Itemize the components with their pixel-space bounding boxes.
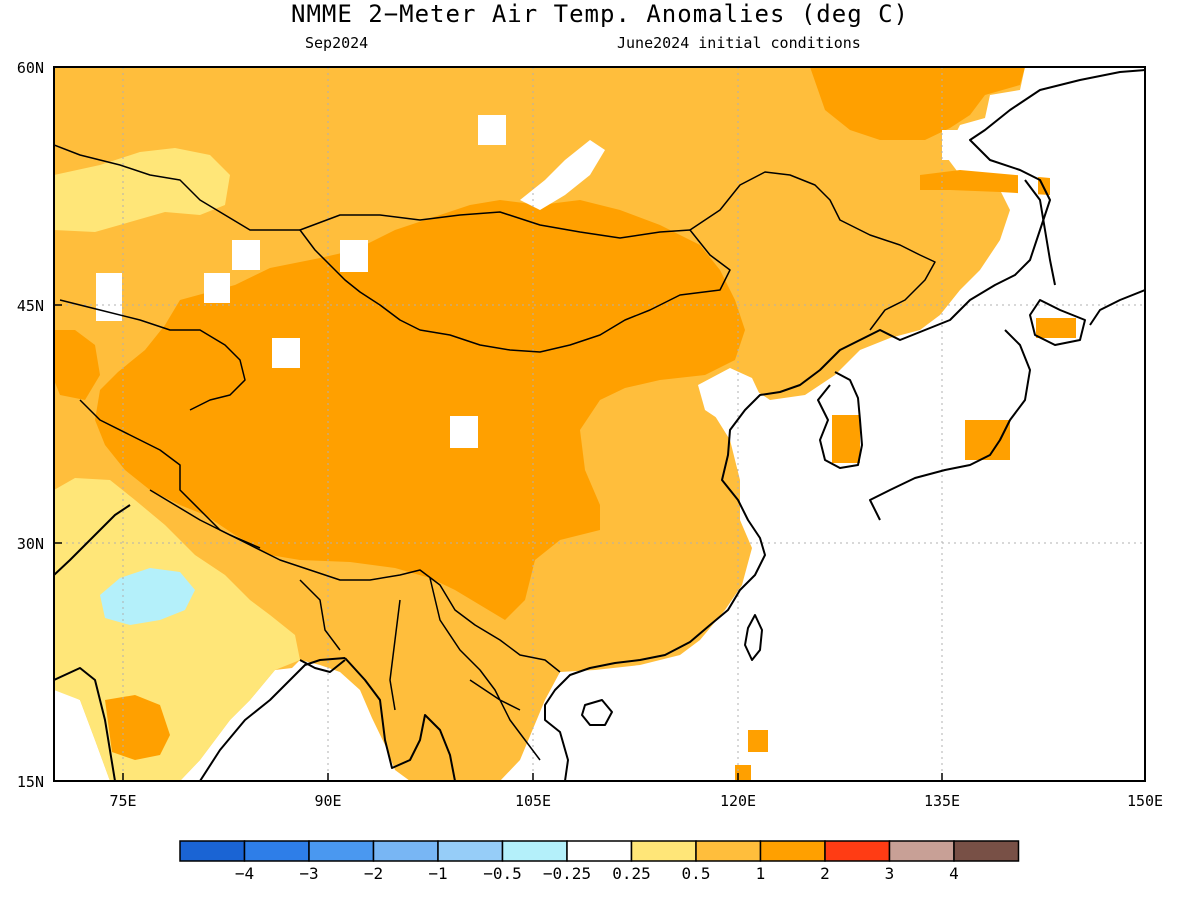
anomaly-region-0.25-0.5-north — [54, 148, 230, 232]
coast-hainan — [581, 699, 613, 726]
coast-hokkaido — [1029, 299, 1086, 346]
colorbar-swatch — [501, 840, 568, 862]
coast-taiwan — [744, 614, 763, 661]
lon-label-150e: 150E — [1126, 792, 1164, 810]
mask-bohai — [698, 368, 760, 420]
colorbar-swatch — [566, 840, 633, 862]
lon-label-105e: 105E — [514, 792, 552, 810]
colorbar-swatch — [759, 840, 826, 862]
coast-japan — [869, 329, 1031, 521]
colorbar-label: 4 — [949, 864, 959, 883]
lon-label-120e: 120E — [719, 792, 757, 810]
anomaly-region-1-2-northeast — [810, 67, 1025, 140]
colorbar-label: 3 — [884, 864, 895, 883]
colorbar-swatch — [824, 840, 891, 862]
anomaly-cell-honshu — [965, 420, 1010, 460]
coast-korea — [817, 371, 863, 469]
tick-marks — [54, 304, 943, 781]
border-russia-china — [689, 171, 936, 331]
lat-label-45n: 45N — [16, 297, 44, 315]
colorbar-swatch — [953, 840, 1020, 862]
coast-india — [54, 504, 346, 781]
coast-sakhalin — [1024, 179, 1056, 286]
initial-conditions: June2024 initial conditions — [617, 34, 861, 52]
colorbar-label: −0.25 — [542, 864, 592, 883]
map-frame — [53, 66, 1146, 782]
anomaly-region-1-2-southwest — [105, 695, 170, 760]
colorbar-swatch — [243, 840, 310, 862]
anomaly-cell-taiwan — [748, 730, 768, 752]
anomaly-region-1-2-west — [54, 330, 100, 400]
anomaly-region-1-2-sakhalin — [920, 170, 1050, 195]
colorbar-swatch — [437, 840, 504, 862]
lat-label-15n: 15N — [16, 773, 44, 791]
lat-label-30n: 30N — [16, 535, 44, 553]
colorbar — [179, 840, 1020, 862]
colorbar-label: −0.5 — [483, 864, 522, 883]
borders — [54, 144, 936, 761]
colorbar-label: 2 — [820, 864, 830, 883]
coast-kamchatka — [1089, 289, 1145, 326]
mask-cell — [204, 273, 230, 303]
border-indochina — [389, 577, 541, 761]
colorbar-label: 0.5 — [681, 864, 711, 883]
colorbar-swatch — [372, 840, 439, 862]
mask-cell — [272, 338, 300, 368]
map-title: NMME 2−Meter Air Temp. Anomalies (deg C) — [291, 0, 909, 28]
mask-cell — [232, 240, 260, 270]
colorbar-label: −1 — [428, 864, 448, 883]
mask-cell — [340, 240, 368, 272]
coastlines — [54, 69, 1145, 781]
lon-label-90e: 90E — [314, 792, 342, 810]
colorbar-swatch — [630, 840, 697, 862]
forecast-month: Sep2024 — [305, 34, 369, 52]
coast-indochina — [344, 657, 456, 781]
colorbar-label: 0.25 — [612, 864, 651, 883]
mask-cell — [942, 130, 972, 160]
colorbar-swatch — [888, 840, 955, 862]
colorbar-swatch — [179, 840, 246, 862]
border-mongolia — [299, 211, 731, 353]
colorbar-label: −4 — [234, 864, 255, 883]
border-central-asia — [54, 144, 561, 673]
anomaly-cell-korea — [832, 415, 860, 463]
colorbar-swatch — [308, 840, 375, 862]
lon-label-75e: 75E — [109, 792, 137, 810]
mask-lake-baikal — [520, 140, 605, 210]
colorbar-label: −2 — [363, 864, 384, 883]
mask-cell — [450, 416, 478, 448]
anomaly-cell-luzon — [735, 765, 751, 781]
mask-cell — [478, 115, 506, 145]
coast-bay-of-bengal — [299, 659, 346, 673]
lon-label-135e: 135E — [923, 792, 961, 810]
colorbar-label: −3 — [299, 864, 319, 883]
anomaly-region-neg0.5-neg0.25 — [100, 568, 195, 625]
colorbar-swatch — [695, 840, 762, 862]
lat-label-60n: 60N — [16, 59, 44, 77]
anomaly-cell-hokkaido — [1036, 318, 1076, 338]
colorbar-label: 1 — [755, 864, 766, 883]
coast-east-asia — [544, 69, 1145, 781]
gridlines — [54, 67, 1145, 781]
border-india-nepal — [149, 489, 341, 651]
